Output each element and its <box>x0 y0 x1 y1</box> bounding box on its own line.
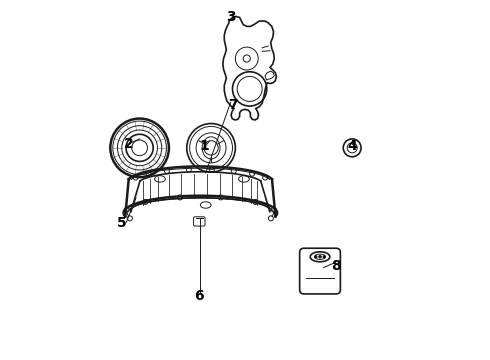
Text: 5: 5 <box>117 216 126 230</box>
Circle shape <box>315 256 317 258</box>
Circle shape <box>319 256 321 258</box>
Text: 1: 1 <box>199 139 209 153</box>
Text: 8: 8 <box>331 259 341 273</box>
Text: 4: 4 <box>347 139 357 153</box>
Text: 2: 2 <box>124 137 134 151</box>
Text: 6: 6 <box>194 289 203 303</box>
Circle shape <box>323 256 325 258</box>
Text: 7: 7 <box>228 98 237 112</box>
Text: 3: 3 <box>226 10 236 24</box>
